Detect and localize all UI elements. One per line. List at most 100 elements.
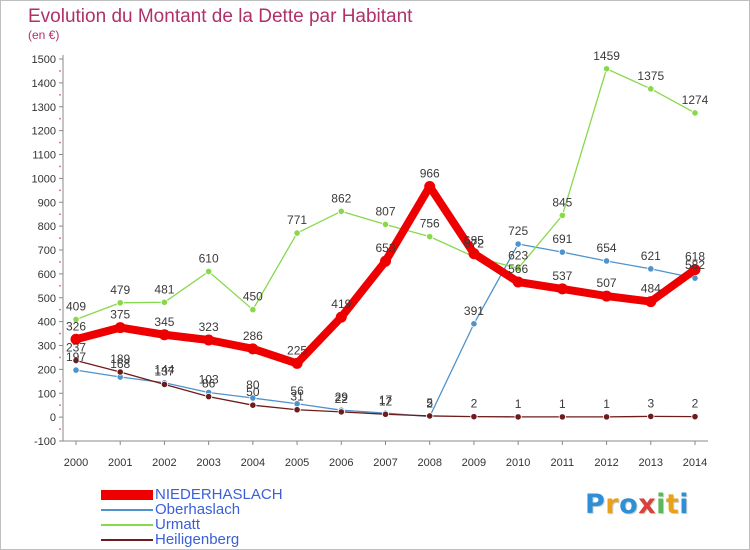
x-tick-label: 2000 xyxy=(64,457,88,469)
data-point-heiligenberg xyxy=(691,413,699,421)
data-label-niederhaslach: 286 xyxy=(243,329,263,343)
y-tick-label: 1100 xyxy=(32,150,56,162)
data-point-niederhaslach xyxy=(203,334,215,346)
data-label-niederhaslach: 326 xyxy=(66,319,86,333)
data-point-niederhaslach xyxy=(424,180,436,192)
data-label-oberhaslach: 103 xyxy=(199,373,219,387)
data-point-urmatt xyxy=(72,315,80,324)
data-point-oberhaslach xyxy=(514,240,522,248)
legend-item-heiligenberg: Heiligenberg xyxy=(101,531,401,548)
data-point-heiligenberg xyxy=(337,408,345,416)
y-tick-label: 400 xyxy=(38,317,56,329)
data-point-niederhaslach xyxy=(70,333,82,345)
x-tick-label: 2003 xyxy=(196,457,220,469)
y-tick-label: 1400 xyxy=(32,78,56,90)
data-label-oberhaslach: 691 xyxy=(552,232,572,246)
data-point-urmatt xyxy=(558,211,566,219)
chart-subtitle: (en €) xyxy=(28,28,60,42)
data-label-urmatt: 481 xyxy=(154,282,174,296)
data-label-urmatt: 672 xyxy=(464,237,484,251)
data-label-urmatt: 610 xyxy=(199,251,219,265)
legend-item-niederhaslach: NIEDERHASLACH xyxy=(101,486,401,503)
data-point-urmatt xyxy=(381,220,390,229)
logo-letter: t xyxy=(665,489,680,520)
y-tick-label: 100 xyxy=(38,388,56,400)
data-point-oberhaslach xyxy=(72,366,80,374)
chart-title: Evolution du Montant de la Dette par Hab… xyxy=(28,6,413,27)
data-point-heiligenberg xyxy=(116,368,124,376)
data-label-oberhaslach: 621 xyxy=(641,249,661,263)
x-tick-label: 2014 xyxy=(683,457,707,469)
data-point-oberhaslach xyxy=(470,320,478,328)
logo-letter: r xyxy=(605,489,620,520)
legend: NIEDERHASLACH Oberhaslach Urmatt Heilige… xyxy=(101,486,401,548)
data-label-heiligenberg: 237 xyxy=(66,341,86,355)
data-label-heiligenberg: 50 xyxy=(246,385,260,399)
data-point-niederhaslach xyxy=(601,290,613,302)
data-point-heiligenberg xyxy=(205,392,213,401)
data-point-urmatt xyxy=(602,65,611,73)
data-label-oberhaslach: 56 xyxy=(290,384,304,398)
legend-label-urmatt: Urmatt xyxy=(155,516,200,533)
data-label-niederhaslach: 225 xyxy=(287,343,307,357)
y-minor-tick xyxy=(59,70,61,72)
data-point-niederhaslach xyxy=(380,255,391,267)
data-label-urmatt: 771 xyxy=(287,213,307,227)
data-label-urmatt: 1274 xyxy=(682,93,709,107)
data-point-heiligenberg xyxy=(293,406,301,414)
x-tick-label: 2013 xyxy=(639,457,663,469)
legend-label-heiligenberg: Heiligenberg xyxy=(155,531,240,548)
y-tick-label: 800 xyxy=(38,221,56,233)
data-label-heiligenberg: 5 xyxy=(426,396,433,410)
y-tick-label: 300 xyxy=(38,341,56,353)
data-point-urmatt xyxy=(647,85,655,93)
y-tick-label: 500 xyxy=(38,293,56,305)
data-label-niederhaslach: 653 xyxy=(375,241,395,255)
data-point-heiligenberg xyxy=(160,380,169,389)
y-minor-tick xyxy=(59,189,61,192)
data-label-oberhaslach: 17 xyxy=(379,393,393,407)
legend-swatch-oberhaslach xyxy=(101,509,153,511)
data-point-niederhaslach xyxy=(114,322,126,334)
x-tick-label: 2006 xyxy=(329,457,353,469)
data-point-niederhaslach xyxy=(158,329,170,341)
data-point-oberhaslach xyxy=(249,394,257,402)
data-label-heiligenberg: 3 xyxy=(647,396,654,410)
data-point-heiligenberg xyxy=(381,410,390,418)
data-label-niederhaslach: 345 xyxy=(154,315,174,329)
data-point-heiligenberg xyxy=(514,413,522,421)
data-label-heiligenberg: 86 xyxy=(202,377,216,391)
data-point-urmatt xyxy=(514,264,522,272)
data-label-urmatt: 1375 xyxy=(637,69,664,83)
y-tick-label: 700 xyxy=(38,245,56,257)
data-label-urmatt: 862 xyxy=(331,191,351,205)
x-tick-label: 2004 xyxy=(241,457,265,469)
data-point-oberhaslach xyxy=(602,257,611,265)
logo-letter: P xyxy=(585,489,606,520)
data-label-urmatt: 409 xyxy=(66,299,86,313)
y-minor-tick xyxy=(59,356,61,359)
data-label-niederhaslach: 537 xyxy=(552,269,572,283)
logo-letter: i xyxy=(679,489,690,520)
y-minor-tick xyxy=(59,141,61,144)
data-label-niederhaslach: 507 xyxy=(597,276,617,290)
data-label-heiligenberg: 2 xyxy=(692,397,699,411)
x-tick-label: 2005 xyxy=(285,457,309,469)
legend-swatch-heiligenberg xyxy=(101,539,153,541)
data-label-oberhaslach: 29 xyxy=(335,390,349,404)
data-point-niederhaslach xyxy=(645,296,657,308)
logo-letter: o xyxy=(619,489,639,520)
y-minor-tick xyxy=(59,332,61,335)
y-minor-tick xyxy=(59,117,61,120)
data-label-oberhaslach: 144 xyxy=(154,363,174,377)
data-label-niederhaslach: 419 xyxy=(331,297,351,311)
y-tick-label: -100 xyxy=(34,436,56,448)
data-label-heiligenberg: 31 xyxy=(290,390,304,404)
data-point-urmatt xyxy=(691,109,699,117)
legend-swatch-niederhaslach xyxy=(101,490,153,500)
data-label-heiligenberg: 22 xyxy=(335,392,349,406)
y-minor-tick xyxy=(59,237,61,239)
legend-label-niederhaslach: NIEDERHASLACH xyxy=(155,486,283,503)
